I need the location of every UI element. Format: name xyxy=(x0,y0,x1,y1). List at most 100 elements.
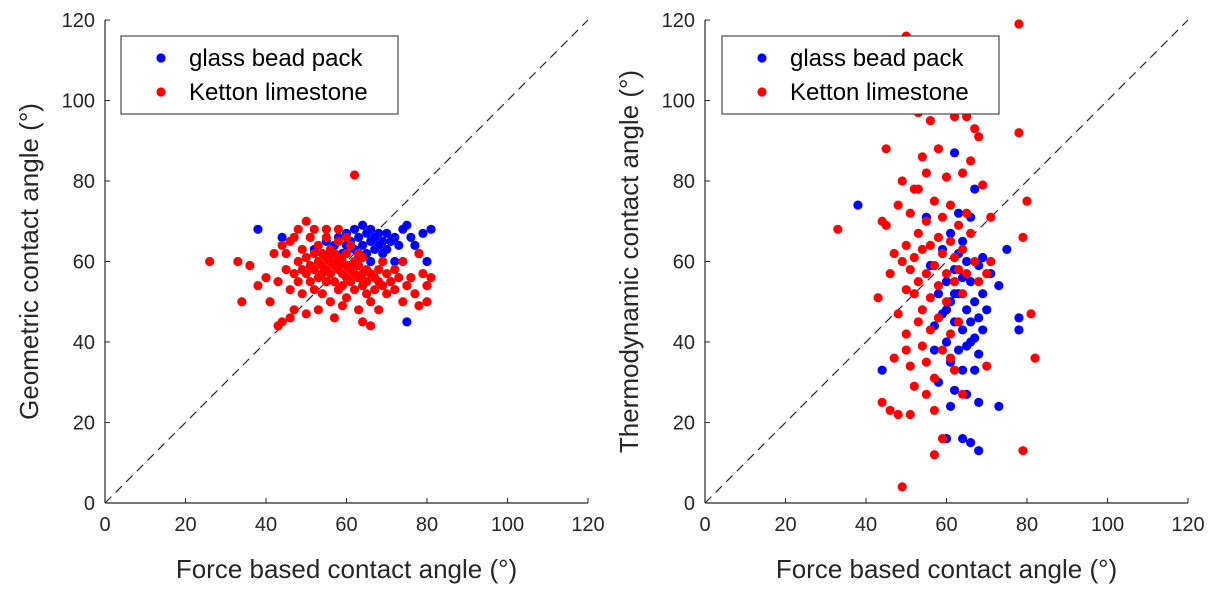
data-point xyxy=(337,301,348,311)
data-point xyxy=(978,325,988,335)
data-point xyxy=(929,196,940,206)
y-tick-label: 40 xyxy=(673,332,695,354)
data-point xyxy=(1018,232,1028,242)
data-point xyxy=(329,277,340,287)
data-point xyxy=(366,297,376,307)
data-point xyxy=(285,313,295,323)
data-point xyxy=(909,252,919,263)
legend-marker xyxy=(156,87,166,97)
data-point xyxy=(941,297,952,307)
data-point xyxy=(301,216,311,226)
data-point xyxy=(949,148,960,158)
y-tick-label: 60 xyxy=(73,252,95,274)
data-point xyxy=(958,389,968,399)
data-point xyxy=(885,268,895,279)
data-point xyxy=(309,248,319,259)
data-point xyxy=(205,256,215,267)
data-point xyxy=(933,232,944,242)
data-point xyxy=(949,252,960,263)
data-point xyxy=(945,401,956,411)
data-point xyxy=(309,264,319,275)
data-point xyxy=(945,236,956,246)
data-point xyxy=(986,212,996,222)
data-point xyxy=(953,264,964,275)
data-point xyxy=(313,305,323,315)
data-point xyxy=(949,289,960,299)
data-point xyxy=(1022,196,1032,206)
legend-entry: Ketton limestone xyxy=(790,79,969,106)
data-point xyxy=(422,256,432,267)
data-point xyxy=(958,434,968,444)
data-point xyxy=(253,281,263,291)
y-tick-label: 80 xyxy=(73,171,95,193)
data-point xyxy=(325,297,335,307)
data-point xyxy=(970,184,980,194)
x-tick-label: 100 xyxy=(491,514,524,536)
data-point xyxy=(929,405,940,416)
data-point xyxy=(394,240,404,250)
x-tick-label: 20 xyxy=(174,514,196,536)
data-point xyxy=(877,397,887,407)
legend-box xyxy=(721,35,1000,115)
data-point xyxy=(390,285,400,295)
data-point xyxy=(353,305,364,315)
data-point xyxy=(398,297,408,307)
data-point xyxy=(374,305,384,315)
data-point xyxy=(313,240,323,250)
data-point xyxy=(970,297,980,307)
x-tick-label: 80 xyxy=(1016,514,1038,536)
data-point xyxy=(281,264,291,275)
chart-1: 0 20 40 60 80 100 120 0 20 40 60 80 100 120 Force base… xyxy=(14,10,605,584)
data-point xyxy=(966,438,976,448)
data-point xyxy=(921,168,931,178)
data-point xyxy=(897,482,907,492)
data-point xyxy=(905,409,915,420)
data-point xyxy=(925,325,936,335)
data-point xyxy=(974,349,984,359)
data-point xyxy=(982,305,992,315)
data-point xyxy=(893,309,903,319)
data-point xyxy=(925,240,936,250)
data-point xyxy=(382,289,392,299)
data-point xyxy=(945,228,956,238)
x-tick-label: 20 xyxy=(774,514,796,536)
data-point xyxy=(289,268,299,279)
y-tick-label: 100 xyxy=(662,91,695,113)
data-point xyxy=(917,244,927,255)
data-point xyxy=(281,248,291,259)
data-point xyxy=(370,285,380,295)
data-point xyxy=(382,244,392,255)
data-point xyxy=(913,317,923,327)
data-point xyxy=(974,397,984,407)
data-point xyxy=(937,212,948,222)
data-point xyxy=(410,289,420,299)
data-point xyxy=(966,277,976,287)
data-point xyxy=(382,268,392,279)
data-point xyxy=(378,256,388,267)
data-point xyxy=(921,216,931,226)
data-point xyxy=(953,345,964,355)
data-point xyxy=(958,365,968,375)
data-point xyxy=(905,208,915,218)
data-point xyxy=(958,289,968,299)
data-point xyxy=(358,240,368,250)
y-axis-label: Thermodynamic contact angle (°) xyxy=(614,70,644,453)
reference-line xyxy=(104,19,589,504)
data-point xyxy=(853,200,863,210)
data-point xyxy=(321,277,331,287)
data-point xyxy=(426,273,436,283)
data-point xyxy=(386,277,396,287)
x-tick-label: 60 xyxy=(335,514,357,536)
data-point xyxy=(901,285,911,295)
data-point xyxy=(921,389,931,399)
data-point xyxy=(358,220,368,230)
data-point xyxy=(362,289,372,299)
data-point xyxy=(974,132,984,142)
data-point xyxy=(394,273,404,283)
y-tick-label: 120 xyxy=(62,10,95,32)
data-point xyxy=(362,277,372,287)
data-point xyxy=(933,281,944,291)
data-point xyxy=(1014,313,1024,323)
data-point xyxy=(937,248,948,259)
data-point xyxy=(970,365,980,375)
